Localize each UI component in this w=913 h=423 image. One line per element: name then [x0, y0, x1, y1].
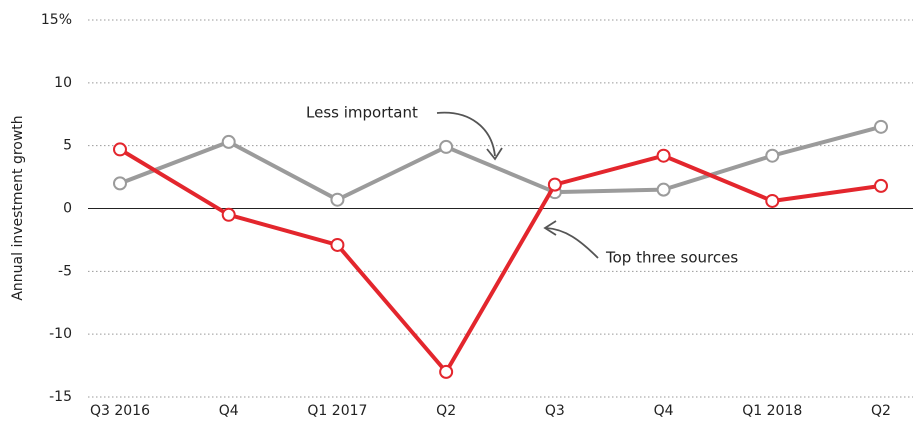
data-point	[656, 182, 671, 197]
annotation-arrowhead	[486, 147, 503, 161]
data-point	[113, 176, 127, 191]
data-point	[874, 178, 888, 193]
series-line	[118, 147, 882, 374]
data-point	[330, 237, 345, 252]
y-tick-label: -10	[49, 326, 72, 342]
annotation-arrow	[545, 227, 599, 259]
data-point	[330, 192, 345, 207]
y-axis-label: Annual investment growth	[10, 115, 26, 300]
x-tick-label: Q2	[871, 403, 891, 419]
data-point	[439, 139, 454, 154]
y-tick-label: 5	[63, 138, 72, 154]
y-tick-label: 0	[63, 201, 72, 217]
annotation: Less important	[306, 104, 418, 122]
x-tick-label: Q1 2018	[742, 403, 802, 419]
series-line	[119, 124, 882, 202]
y-tick-label: 15%	[41, 12, 72, 28]
x-tick-label: Q1 2017	[307, 403, 367, 419]
data-point	[874, 119, 888, 134]
y-tick-label: -15	[49, 389, 72, 405]
y-tick-label: -5	[58, 263, 72, 279]
data-point	[439, 364, 454, 379]
x-tick-label: Q3	[545, 403, 565, 419]
data-point	[656, 148, 671, 163]
annotations: Less important Top three sources	[306, 104, 738, 267]
x-tick-label: Q4	[219, 403, 239, 419]
annotation-arrow	[436, 111, 496, 157]
x-tick-label: Q4	[654, 403, 674, 419]
data-point	[221, 134, 236, 149]
annotation: Top three sources	[605, 249, 738, 267]
x-tick-label: Q2	[436, 403, 456, 419]
data-point	[765, 193, 780, 208]
annotation-arrowhead	[543, 220, 557, 236]
x-tick-label: Q3 2016	[90, 403, 150, 419]
data-point	[113, 142, 127, 157]
y-tick-label: 10	[54, 75, 72, 91]
data-point	[547, 177, 562, 192]
data-point	[765, 148, 780, 163]
data-point	[221, 207, 236, 222]
